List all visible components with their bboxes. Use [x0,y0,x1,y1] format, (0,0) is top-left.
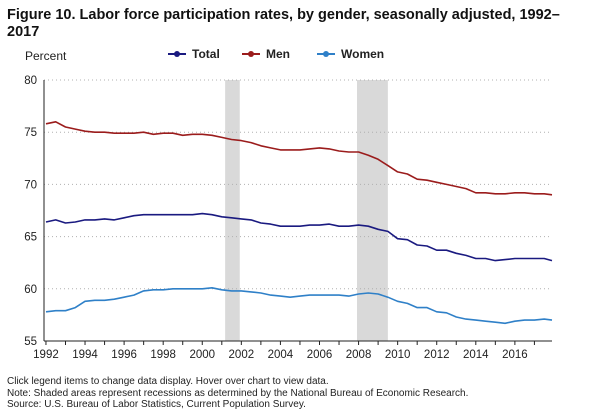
legend-label-men: Men [266,47,290,61]
x-tick-label-2014: 2014 [463,349,489,361]
x-tick-label-1992: 1992 [33,349,59,361]
x-tick-label-2004: 2004 [268,349,294,361]
x-tick-label-1994: 1994 [72,349,98,361]
series-line-men[interactable] [45,121,553,196]
x-tick-label-2000: 2000 [189,349,215,361]
y-tick-label-70: 70 [24,179,37,191]
recession-band-0 [225,80,240,341]
x-tick-label-2012: 2012 [424,349,450,361]
note-source: Source: U.S. Bureau of Labor Statistics,… [7,399,306,410]
x-tick-label-1996: 1996 [111,349,137,361]
note-instructions: Click legend items to change data displa… [7,376,329,387]
chart-legend: Total Men Women [0,44,590,64]
x-tick-label-1998: 1998 [150,349,176,361]
y-tick-label-80: 80 [24,75,37,87]
x-tick-label-2010: 2010 [385,349,411,361]
x-tick-label-2006: 2006 [307,349,333,361]
y-tick-label-65: 65 [24,232,37,244]
series-line-total[interactable] [45,212,553,262]
x-tick-label-2008: 2008 [346,349,372,361]
y-tick-label-60: 60 [24,284,37,296]
note-recessions: Note: Shaded areas represent recessions … [7,387,469,399]
y-axis-label: Percent [25,49,67,63]
legend-item-total[interactable]: Total [168,44,220,64]
line-chart[interactable]: 55 60 65 70 75 80 1992 1994 1996 1998 2000 2002 2004… [0,0,590,372]
series-line-women[interactable] [45,286,553,325]
y-tick-label-55: 55 [24,336,37,348]
legend-label-total: Total [192,47,220,61]
legend-item-women[interactable]: Women [317,44,384,64]
x-tick-label-2016: 2016 [502,349,528,361]
chart-notes: Click legend items to change data displa… [7,376,468,411]
x-tick-label-2002: 2002 [229,349,255,361]
legend-item-men[interactable]: Men [242,44,290,64]
chart-title: Figure 10. Labor force participation rat… [7,7,560,40]
legend-swatch-men [242,51,260,57]
legend-swatch-total [168,51,186,57]
y-tick-label-75: 75 [24,127,37,139]
recession-band-1 [357,80,388,341]
legend-swatch-women [317,51,335,57]
legend-label-women: Women [341,47,385,61]
